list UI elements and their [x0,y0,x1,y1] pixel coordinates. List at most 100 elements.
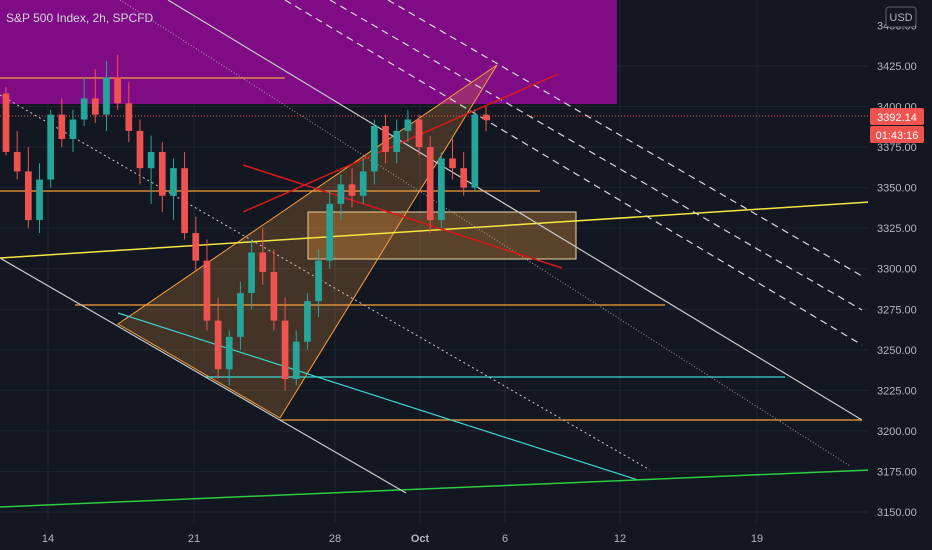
candle-body [270,271,278,321]
candle [36,163,43,234]
candle-body [281,320,289,380]
candle-body [348,184,356,196]
candle-body [393,130,401,152]
candle-body [136,130,144,169]
candle [136,119,144,185]
candle [382,114,389,164]
candle-body [359,171,367,196]
x-tick-label: 12 [614,533,626,545]
y-axis: 3150.00 3175.00 3200.00 3225.00 3250.00 3275.… [868,0,932,550]
candle [91,69,99,123]
candle [337,174,345,221]
candle-body [259,252,267,272]
x-axis-bg [0,522,932,550]
price-badge-value: 3392.14 [877,112,917,124]
candle [158,142,166,212]
y-tick-label: 3425.00 [877,61,917,73]
candle-body [449,158,456,169]
candle [214,297,222,380]
x-tick-label: 21 [188,533,200,545]
trend-line-yellow [0,201,871,259]
candle-body [371,126,378,172]
y-tick-label: 3325.00 [877,223,917,235]
candle-body [147,151,155,169]
candle [304,293,311,350]
candle-body [103,77,110,115]
candle [292,330,300,386]
candle-body [91,98,99,115]
candle-body [158,151,166,196]
candle [13,130,21,180]
candle [393,119,401,164]
candle-body [292,341,300,380]
currency-label: USD [889,12,912,24]
candle [460,151,468,196]
candle [315,249,322,318]
y-axis-bg [868,0,932,550]
candle-body [80,98,88,120]
candle-body [203,260,211,321]
currency-button[interactable]: USD [885,6,917,28]
trend-line-cyan [117,312,639,481]
candle [47,109,54,188]
candle [181,151,188,240]
y-tick-label: 3175.00 [877,466,917,478]
trend-line-green [0,469,871,508]
candle [2,87,10,156]
candle [270,249,278,331]
candle-body [326,203,334,261]
candle-body [404,119,412,131]
y-tick-label: 3250.00 [877,345,917,357]
red-line-lower [242,164,563,269]
candle [281,297,289,391]
candle-body [125,103,133,131]
candle [359,158,367,204]
candle-body [69,119,77,139]
candle-body [58,114,66,139]
candle [170,158,177,221]
candle-body [237,293,244,337]
candle-body [24,171,32,221]
dashed-line-1 [284,0,863,346]
candle-body [460,168,468,188]
y-tick-label: 3150.00 [877,507,917,519]
dashed-line-2 [329,0,863,311]
candle-body [13,151,21,172]
candle-body [2,93,10,152]
x-tick-label: 14 [42,533,54,545]
y-tick-label: 3275.00 [877,304,917,316]
price-badge: 3392.14 [870,108,924,125]
red-line-upper [242,73,559,213]
candle-body [382,126,389,152]
dashed-line-3 [387,0,863,277]
candle-body [304,301,311,342]
candle [203,239,211,331]
candle [404,109,412,143]
candle-body [181,168,188,234]
x-tick-label: 6 [502,533,508,545]
candle [259,228,267,285]
x-tick-label: 19 [751,533,763,545]
candle-body [114,77,121,104]
y-tick-label: 3200.00 [877,426,917,438]
candle [24,147,32,229]
candle [471,109,479,191]
x-axis: 14 21 28 Oct 6 12 19 [0,522,932,550]
candle [348,168,356,208]
candle [192,216,200,272]
candle-body [315,260,322,302]
candle-body [192,233,200,261]
candle [248,239,255,310]
candle [58,98,66,148]
candle-body [337,184,345,204]
candle [415,114,423,156]
channel-line-white-faint [119,0,851,467]
channel-line-white-mid [0,94,651,471]
wedge-pattern [117,64,498,419]
purple-zone [0,0,617,104]
chart-title: S&P 500 Index, 2h, SPCFD [6,11,154,25]
candle [326,190,334,269]
candle [103,61,110,131]
countdown-badge: 01:43:16 [870,126,924,143]
